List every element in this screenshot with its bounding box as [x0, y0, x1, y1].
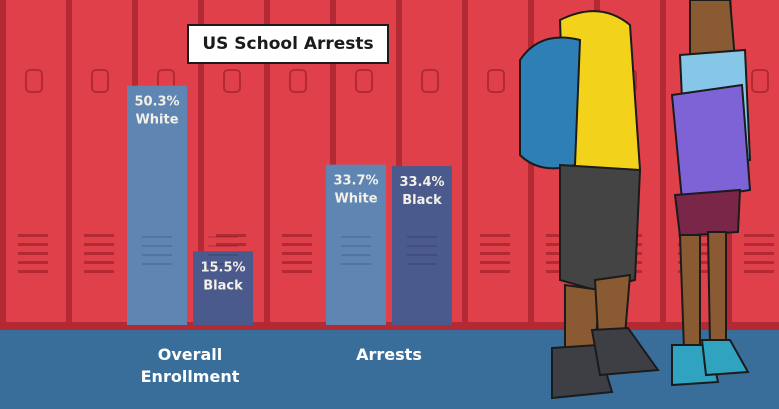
bar-vent-texture	[142, 263, 172, 265]
bar-vent-texture	[407, 263, 437, 265]
bar-group-label: White	[334, 192, 377, 207]
locker-vent	[744, 261, 774, 264]
locker-vent	[84, 252, 114, 255]
bar-white	[326, 164, 386, 325]
locker-vent	[18, 243, 48, 246]
bar-value-label: 33.4%	[399, 175, 444, 190]
category-label: Arrests	[356, 345, 422, 364]
locker-vent	[18, 270, 48, 273]
locker-handle	[751, 69, 769, 93]
bar-vent-texture	[142, 245, 172, 247]
locker-handle	[487, 69, 505, 93]
bar-value-label: 33.7%	[333, 174, 378, 189]
locker-divider	[66, 0, 72, 330]
locker-vent	[480, 261, 510, 264]
student-girl-illustration	[670, 0, 752, 387]
locker-handle	[421, 69, 439, 93]
locker-divider	[528, 0, 534, 330]
bar-vent-texture	[341, 254, 371, 256]
bar-vent-texture	[407, 254, 437, 256]
bar-black	[392, 166, 452, 325]
locker-divider	[660, 0, 666, 330]
bar-group-label: Black	[203, 278, 243, 293]
locker-vent	[282, 261, 312, 264]
bar-vent-texture	[208, 254, 238, 256]
bar-vent-texture	[208, 263, 238, 265]
locker-divider	[264, 0, 270, 330]
locker-vent	[480, 243, 510, 246]
locker-vent	[84, 243, 114, 246]
bar-black	[193, 251, 253, 325]
locker-vent	[480, 270, 510, 273]
locker-vent	[744, 243, 774, 246]
locker-vent	[744, 234, 774, 237]
locker-handle	[223, 69, 241, 93]
bar-vent-texture	[407, 245, 437, 247]
bar-vent-texture	[208, 236, 238, 238]
category-labels: Overall Enrollment Arrests	[141, 345, 422, 386]
locker-vent	[480, 252, 510, 255]
bars-layer: 50.3% White 15.5% Black 33.7% White 33.4% Black	[127, 85, 452, 325]
locker-vent	[216, 234, 246, 237]
locker-vent	[216, 243, 246, 246]
student-boy-illustration	[519, 10, 660, 400]
locker-divider	[396, 0, 402, 330]
category-label: Overall	[158, 345, 223, 364]
locker-vent	[18, 261, 48, 264]
locker-vent	[84, 234, 114, 237]
floor	[0, 330, 779, 409]
locker-vent	[84, 270, 114, 273]
locker-handle	[355, 69, 373, 93]
locker-divider	[198, 0, 204, 330]
locker-vent	[282, 270, 312, 273]
locker-vent	[18, 234, 48, 237]
locker-vent	[18, 252, 48, 255]
locker-handle	[91, 69, 109, 93]
bar-vent-texture	[142, 236, 172, 238]
locker-vent	[282, 252, 312, 255]
locker-vent	[84, 261, 114, 264]
bar-group-label: Black	[402, 193, 442, 208]
bar-vent-texture	[142, 254, 172, 256]
bar-value-label: 50.3%	[134, 95, 179, 110]
locker-vent	[744, 270, 774, 273]
bar-vent-texture	[208, 245, 238, 247]
bar-white	[127, 85, 187, 325]
locker-handle	[25, 69, 43, 93]
locker-background	[0, 0, 779, 330]
locker-handle	[289, 69, 307, 93]
locker-vent	[282, 234, 312, 237]
bar-vent-texture	[341, 236, 371, 238]
chart-title: US School Arrests	[187, 24, 389, 64]
category-label: Enrollment	[141, 367, 240, 386]
bar-value-label: 15.5%	[200, 260, 245, 275]
bar-vent-texture	[341, 245, 371, 247]
bar-vent-texture	[341, 263, 371, 265]
locker-divider	[462, 0, 468, 330]
locker-divider	[0, 0, 6, 330]
locker-vent	[744, 252, 774, 255]
bar-vent-texture	[407, 236, 437, 238]
locker-base	[0, 322, 779, 330]
locker-vent	[480, 234, 510, 237]
bar-group-label: White	[135, 113, 178, 128]
locker-vent	[282, 243, 312, 246]
